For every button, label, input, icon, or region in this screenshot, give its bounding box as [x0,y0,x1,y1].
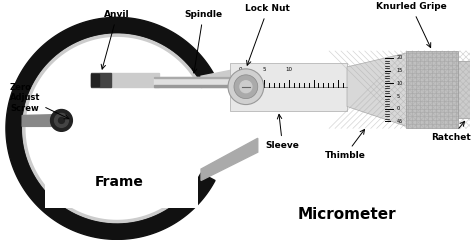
Bar [407,51,458,128]
Text: Spindle: Spindle [184,10,222,73]
Polygon shape [23,34,200,222]
Text: Anvil: Anvil [101,10,130,69]
Circle shape [240,81,252,93]
Text: 0: 0 [238,67,242,72]
Polygon shape [99,73,159,87]
Text: Thimble: Thimble [325,129,365,160]
Circle shape [51,109,73,131]
Text: 5: 5 [397,94,400,99]
Text: 10: 10 [397,81,403,86]
Text: 10: 10 [285,67,292,72]
Text: Lock Nut: Lock Nut [245,4,290,65]
Text: Sleeve: Sleeve [265,114,300,150]
Bar [458,61,474,118]
Polygon shape [22,114,64,126]
Text: Knurled Gripe: Knurled Gripe [376,2,447,47]
Bar [91,73,111,87]
Text: 0: 0 [397,106,400,111]
Bar [91,74,99,86]
Bar [45,148,198,208]
Polygon shape [154,85,241,87]
Text: Frame: Frame [94,175,144,189]
Circle shape [58,117,64,123]
Text: 45: 45 [397,119,403,124]
Circle shape [55,114,68,127]
Bar [154,77,241,87]
Polygon shape [154,77,241,78]
Text: 5: 5 [263,67,266,72]
Text: Zero
Adjust
Screw: Zero Adjust Screw [10,83,69,119]
Polygon shape [347,53,407,126]
Text: Ratchet: Ratchet [431,121,471,142]
Circle shape [228,69,264,105]
Polygon shape [201,65,258,88]
Bar [230,63,347,111]
Circle shape [234,75,258,99]
Text: 15: 15 [397,68,403,73]
Text: Micrometer: Micrometer [298,207,396,222]
Text: 20: 20 [397,55,403,60]
Polygon shape [201,138,258,181]
Polygon shape [6,17,215,239]
